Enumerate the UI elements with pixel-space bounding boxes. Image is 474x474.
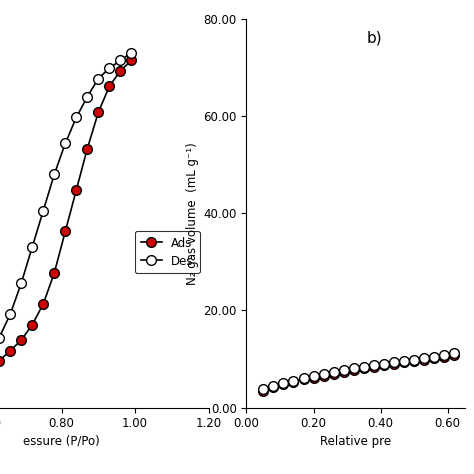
Des — [96, 76, 101, 82]
Des — [291, 378, 296, 384]
Des — [421, 355, 427, 361]
Line: Des: Des — [0, 48, 137, 394]
Ads — [401, 360, 407, 365]
Des — [401, 358, 407, 364]
Ads — [281, 382, 286, 387]
Des — [281, 381, 286, 386]
Ads — [107, 83, 112, 89]
Ads — [321, 373, 327, 378]
Des — [452, 350, 457, 356]
X-axis label: essure (P/Po): essure (P/Po) — [23, 435, 100, 447]
Ads — [118, 68, 123, 73]
Des — [18, 281, 24, 286]
Des — [391, 360, 397, 365]
Des — [301, 375, 306, 381]
Des — [84, 94, 90, 100]
Des — [260, 386, 266, 392]
Ads — [431, 355, 437, 361]
Ads — [128, 57, 134, 63]
Ads — [421, 357, 427, 363]
Des — [8, 311, 13, 317]
Des — [431, 354, 437, 359]
Line: Ads: Ads — [258, 350, 459, 395]
Ads — [371, 364, 377, 370]
X-axis label: Relative pre: Relative pre — [320, 435, 391, 447]
Ads — [351, 367, 356, 373]
Des — [311, 373, 317, 379]
Ads — [361, 365, 367, 371]
Des — [63, 140, 68, 146]
Ads — [18, 337, 24, 343]
Ads — [52, 270, 57, 276]
Line: Ads: Ads — [0, 55, 137, 394]
Des — [371, 363, 377, 368]
Des — [411, 357, 417, 363]
Des — [73, 115, 79, 120]
Ads — [391, 361, 397, 367]
Line: Des: Des — [258, 348, 459, 394]
Des — [321, 371, 327, 377]
Des — [331, 369, 337, 375]
Ads — [452, 352, 457, 358]
Ads — [29, 322, 35, 328]
Des — [128, 50, 134, 55]
Des — [40, 208, 46, 214]
Des — [0, 335, 2, 340]
Ads — [291, 379, 296, 385]
Ads — [0, 358, 2, 364]
Ads — [63, 228, 68, 234]
Ads — [271, 384, 276, 390]
Des — [442, 352, 447, 358]
Des — [361, 364, 367, 370]
Ads — [331, 371, 337, 376]
Ads — [260, 388, 266, 393]
Ads — [442, 354, 447, 359]
Ads — [73, 187, 79, 193]
Ads — [8, 348, 13, 354]
Ads — [311, 374, 317, 380]
Text: b): b) — [366, 31, 382, 46]
Legend: Ads, Des: Ads, Des — [135, 231, 200, 273]
Des — [107, 65, 112, 71]
Des — [52, 172, 57, 177]
Ads — [84, 146, 90, 151]
Des — [29, 244, 35, 250]
Ads — [381, 363, 387, 368]
Des — [351, 365, 356, 371]
Des — [341, 367, 346, 373]
Ads — [96, 109, 101, 115]
Des — [271, 383, 276, 389]
Ads — [411, 358, 417, 364]
Ads — [301, 377, 306, 383]
Des — [118, 57, 123, 63]
Ads — [341, 369, 346, 374]
Y-axis label: N₂ gas volume  (mL g⁻¹): N₂ gas volume (mL g⁻¹) — [186, 142, 199, 285]
Ads — [40, 301, 46, 307]
Des — [381, 361, 387, 367]
